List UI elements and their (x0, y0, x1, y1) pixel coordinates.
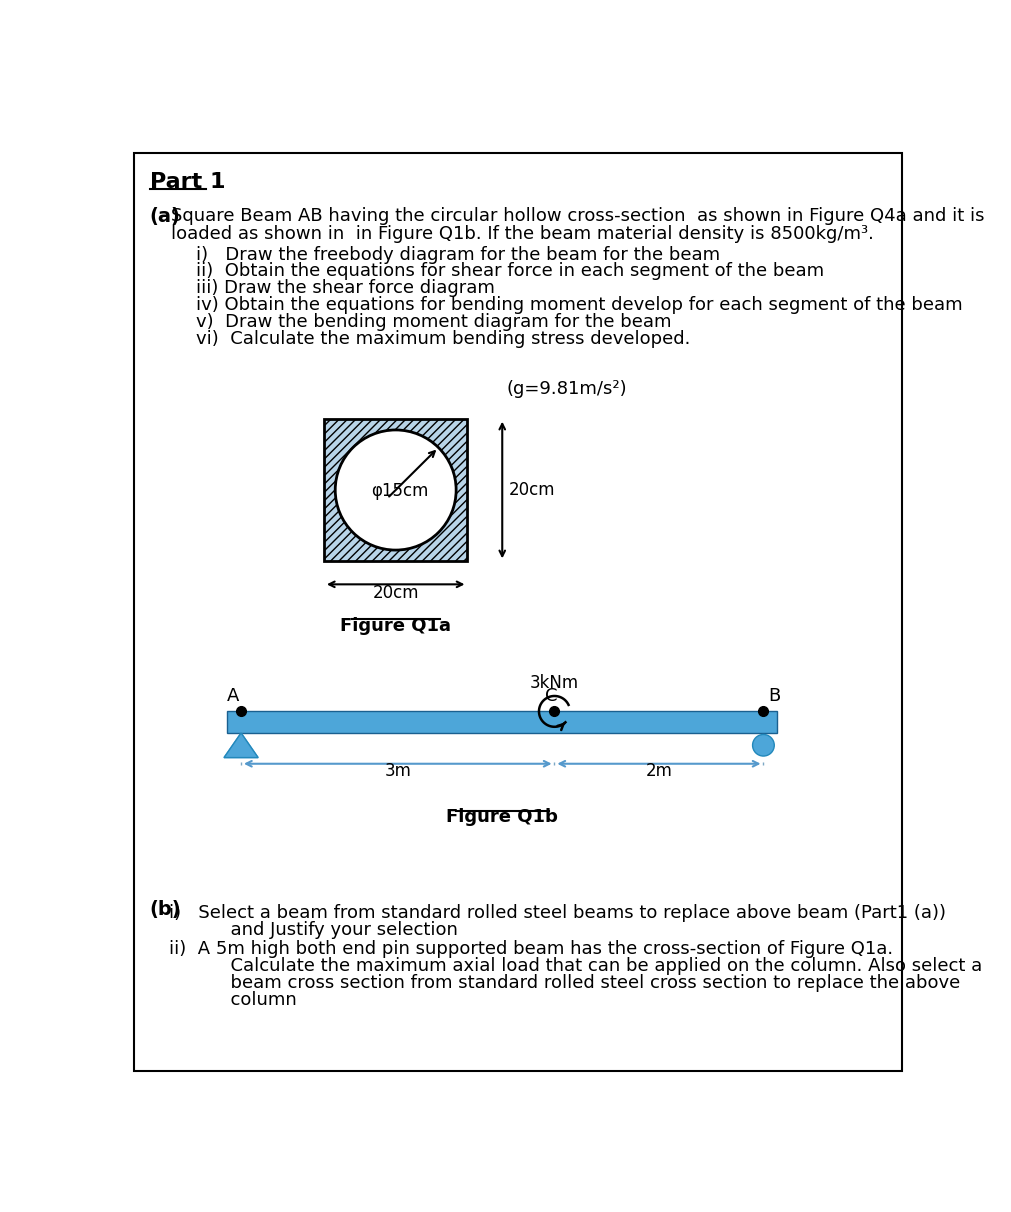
Text: i)   Select a beam from standard rolled steel beams to replace above beam (Part1: i) Select a beam from standard rolled st… (169, 904, 946, 922)
Text: 20cm: 20cm (372, 584, 419, 602)
Text: B: B (768, 687, 780, 705)
Text: iv) Obtain the equations for bending moment develop for each segment of the beam: iv) Obtain the equations for bending mom… (196, 297, 962, 314)
Text: Calculate the maximum axial load that can be applied on the column. Also select : Calculate the maximum axial load that ca… (196, 957, 983, 974)
Text: ii)  Obtain the equations for shear force in each segment of the beam: ii) Obtain the equations for shear force… (196, 263, 824, 280)
Text: Figure Q1b: Figure Q1b (446, 808, 558, 827)
Text: (a): (a) (150, 207, 181, 227)
Text: Square Beam AB having the circular hollow cross-section  as shown in Figure Q4a : Square Beam AB having the circular hollo… (171, 207, 985, 225)
Text: φ15cm: φ15cm (371, 482, 429, 501)
Text: 20cm: 20cm (509, 481, 555, 499)
Polygon shape (224, 733, 258, 758)
Text: (b): (b) (150, 901, 181, 919)
Text: (g=9.81m/s²): (g=9.81m/s²) (507, 381, 627, 399)
Text: Figure Q1a: Figure Q1a (340, 617, 451, 635)
Bar (227, 711, 777, 733)
Text: Part 1: Part 1 (150, 172, 225, 193)
Text: C: C (545, 687, 558, 705)
Text: v)  Draw the bending moment diagram for the beam: v) Draw the bending moment diagram for t… (196, 313, 671, 331)
Text: column: column (196, 991, 297, 1008)
Bar (324, 419, 467, 561)
Text: i)   Draw the freebody diagram for the beam for the beam: i) Draw the freebody diagram for the bea… (196, 246, 720, 263)
Circle shape (336, 430, 456, 550)
Text: 3kNm: 3kNm (530, 674, 579, 692)
Text: ii)  A 5m high both end pin supported beam has the cross-section of Figure Q1a.: ii) A 5m high both end pin supported bea… (169, 941, 893, 957)
Text: iii) Draw the shear force diagram: iii) Draw the shear force diagram (196, 280, 495, 297)
Text: loaded as shown in  in Figure Q1b. If the beam material density is 8500kg/m³.: loaded as shown in in Figure Q1b. If the… (171, 224, 875, 242)
Circle shape (752, 734, 774, 756)
Text: and Justify your selection: and Justify your selection (196, 921, 458, 939)
Text: 3m: 3m (384, 762, 411, 781)
Text: 2m: 2m (645, 762, 672, 781)
Text: beam cross section from standard rolled steel cross section to replace the above: beam cross section from standard rolled … (196, 974, 960, 991)
Text: A: A (227, 687, 240, 705)
Text: vi)  Calculate the maximum bending stress developed.: vi) Calculate the maximum bending stress… (196, 330, 691, 348)
